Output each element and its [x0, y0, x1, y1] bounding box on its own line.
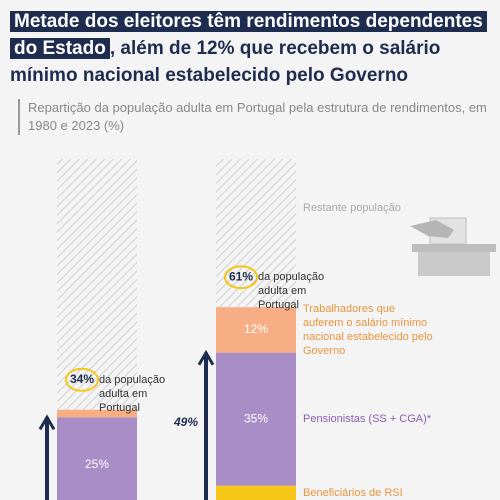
total-circle — [224, 265, 258, 290]
total-text: da população adulta em Portugal — [99, 373, 166, 414]
legend-label: Pensionistas (SS + CGA)* — [303, 413, 432, 426]
total-label: 61% — [229, 269, 253, 283]
bar-segment — [57, 409, 137, 418]
segment-label: 12% — [244, 322, 268, 336]
chart-subtitle: Repartição da população adulta em Portug… — [18, 99, 493, 135]
bar-segment — [57, 159, 137, 410]
bar-segment — [216, 352, 296, 486]
bar-segment — [216, 485, 296, 500]
arrow-label: 49% — [173, 415, 198, 429]
arrow-head — [197, 349, 215, 366]
legend-label: Trabalhadores que auferem o salário míni… — [303, 303, 433, 357]
chart-title: Metade dos eleitores têm rendimentos dep… — [10, 8, 495, 89]
bar-segment — [216, 307, 296, 353]
legend-label: Beneficiários de RSI — [303, 487, 403, 500]
total-circle — [65, 367, 99, 392]
total-text: da população adulta em Portugal — [258, 271, 325, 312]
arrow-head — [38, 414, 56, 431]
title-rest: , além de 12% que recebem o salário míni… — [10, 38, 441, 86]
total-label: 34% — [70, 372, 94, 386]
legend-label: Restante população — [303, 202, 401, 214]
segment-label: 25% — [85, 457, 109, 471]
ballot-icon — [410, 217, 496, 276]
segment-label: 35% — [244, 411, 268, 425]
bar-segment — [57, 417, 137, 500]
